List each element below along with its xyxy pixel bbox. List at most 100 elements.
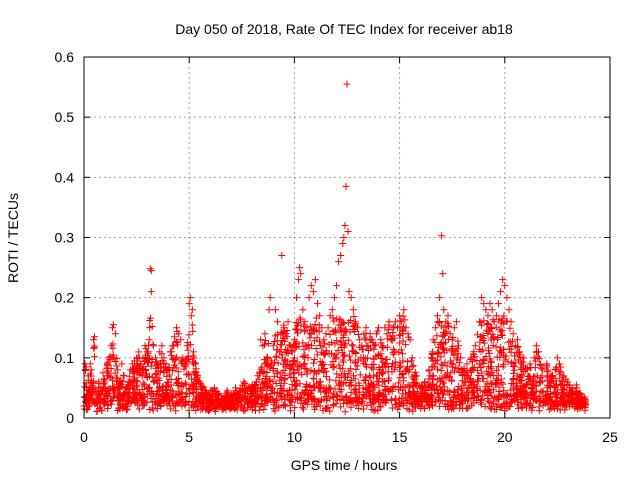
data-point [454,386,462,394]
data-point [434,376,442,384]
data-point [197,406,205,414]
data-point [526,360,534,368]
data-point [113,374,121,382]
data-point [409,361,417,369]
data-point [352,365,360,373]
data-point [183,371,191,379]
data-point [241,406,249,414]
data-point [401,393,409,401]
data-point [192,369,200,377]
data-point [450,351,458,359]
data-point [296,264,304,272]
data-point [89,336,97,344]
data-point [497,403,505,411]
data-point [299,389,307,397]
data-point [360,405,368,413]
data-point [288,347,296,355]
data-point [189,327,197,335]
data-point [575,399,583,407]
data-point [271,358,279,366]
data-point [347,403,355,411]
data-point [317,388,325,396]
data-point [261,375,269,383]
data-point [160,369,168,377]
data-point [273,402,281,410]
data-point [436,402,444,410]
data-point [366,391,374,399]
data-point [389,349,397,357]
data-point [270,388,278,396]
data-point [194,390,202,398]
data-point [448,336,456,344]
data-point [493,336,501,344]
data-point [151,398,159,406]
data-point [461,377,469,385]
data-point [143,398,151,406]
data-point [450,388,458,396]
data-point [504,358,512,366]
data-point [443,362,451,370]
data-point [227,404,235,412]
data-point [240,407,248,415]
data-point [152,354,160,362]
data-point [284,391,292,399]
data-point [478,294,486,302]
data-point [129,376,137,384]
axis-ticks: 0 0.1 0.2 0.3 0.4 0.5 0.6 0 5 10 15 20 25 [55,49,618,445]
data-point [340,399,348,407]
data-point [424,391,432,399]
data-point [279,386,287,394]
data-point [193,386,201,394]
data-point [344,336,352,344]
data-point [118,383,126,391]
data-point [406,384,414,392]
data-point [188,382,196,390]
data-point [449,394,457,402]
data-point [434,396,442,404]
data-point [179,354,187,362]
data-point [311,276,319,284]
data-point [174,368,182,376]
data-point [371,397,379,405]
data-point [322,404,330,412]
data-point [528,406,536,414]
data-point [488,368,496,376]
data-point [310,375,318,383]
data-point [513,336,521,344]
data-point [342,325,350,333]
data-point [483,367,491,375]
data-point [297,399,305,407]
data-point [396,331,404,339]
data-point [310,383,318,391]
data-point [140,393,148,401]
data-point [256,370,264,378]
data-point [577,390,585,398]
data-point [156,348,164,356]
data-point [397,362,405,370]
data-point [263,380,271,388]
data-point [568,384,576,392]
data-point [318,348,326,356]
data-point [249,403,257,411]
data-point [375,324,383,332]
data-point [527,364,535,372]
data-point [470,399,478,407]
data-point [301,364,309,372]
data-point [372,352,380,360]
data-point [91,333,99,341]
data-point [442,338,450,346]
data-point [174,341,182,349]
data-point [106,389,114,397]
data-point [234,399,242,407]
data-point [495,387,503,395]
data-point [153,374,161,382]
data-point [258,363,266,371]
data-point [108,324,116,332]
data-point [429,381,437,389]
data-point [170,333,178,341]
data-point [391,361,399,369]
data-point [564,378,572,386]
data-point [425,366,433,374]
data-point [517,382,525,390]
data-point [493,366,501,374]
